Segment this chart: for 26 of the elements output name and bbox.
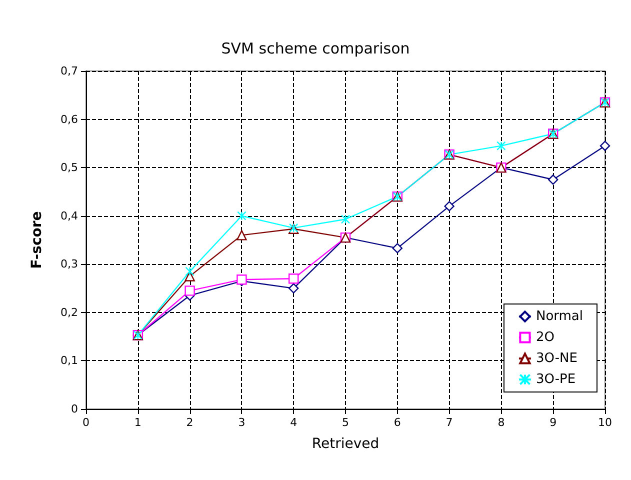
- legend-label: 3O-PE: [536, 372, 576, 387]
- y-tick-label: 0,6: [60, 112, 78, 126]
- y-tick-label: 0,2: [60, 306, 78, 319]
- x-tick-label: 2: [186, 416, 194, 429]
- x-tick-label: 6: [394, 416, 401, 429]
- x-tick-label: 10: [598, 416, 612, 429]
- x-tick-label: 9: [550, 416, 557, 429]
- x-tick-label: 4: [290, 416, 298, 429]
- y-tick-label: 0,3: [60, 258, 78, 271]
- y-tick-label: 0,5: [60, 161, 78, 174]
- chart-title: SVM scheme comparison: [221, 40, 410, 58]
- x-tick-label: 0: [82, 416, 90, 429]
- y-axis-title: F-score: [29, 211, 45, 269]
- y-tick-label: 0,7: [60, 64, 78, 78]
- x-tick-label: 8: [498, 416, 505, 429]
- x-tick-label: 3: [238, 416, 246, 429]
- x-tick-label: 5: [342, 416, 349, 429]
- legend-label: 3O-NE: [536, 351, 578, 366]
- y-tick-label: 0,1: [60, 354, 78, 368]
- legend-label: 2O: [536, 330, 554, 345]
- legend-label: Normal: [536, 309, 584, 324]
- x-axis-title: Retrieved: [312, 436, 380, 452]
- y-tick-label: 0: [71, 402, 78, 416]
- y-tick-label: 0,4: [60, 209, 78, 222]
- x-tick-label: 7: [446, 416, 453, 429]
- x-tick-label: 1: [134, 416, 142, 429]
